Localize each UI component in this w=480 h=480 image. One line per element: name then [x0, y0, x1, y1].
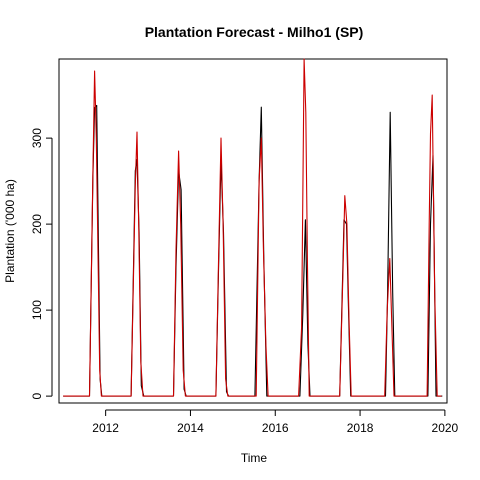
- y-tick-label-100: 100: [30, 300, 44, 320]
- plot-frame: [58, 58, 448, 404]
- x-tick-label-2020: 2020: [432, 421, 459, 435]
- series-layer: [63, 58, 443, 397]
- chart-title: Plantation Forecast - Milho1 (SP): [145, 24, 364, 40]
- x-tick-label-2018: 2018: [347, 421, 374, 435]
- x-tick-label-2016: 2016: [262, 421, 289, 435]
- x-tick-label-2014: 2014: [177, 421, 204, 435]
- x-tick-label-2012: 2012: [92, 421, 119, 435]
- y-axis: 0 100 200 300: [30, 128, 53, 399]
- y-tick-label-300: 300: [30, 128, 44, 148]
- x-axis-label: Time: [241, 451, 268, 465]
- y-tick-label-200: 200: [30, 214, 44, 234]
- y-tick-label-0: 0: [30, 392, 44, 399]
- x-axis: 2012 2014 2016 2018 2020: [92, 409, 459, 435]
- series-line-2: [63, 58, 442, 397]
- y-axis-label: Plantation ('000 ha): [3, 179, 17, 283]
